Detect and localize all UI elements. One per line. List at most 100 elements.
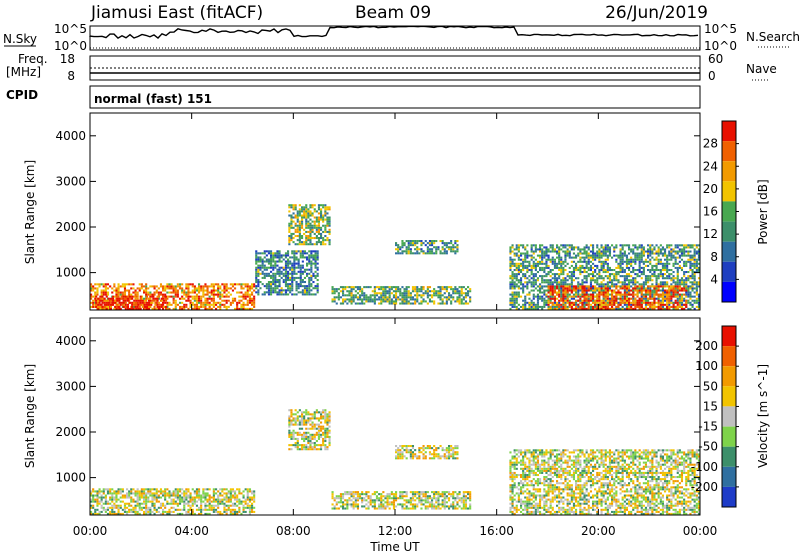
power-cell	[145, 303, 149, 306]
power-cell	[579, 289, 582, 292]
power-cell	[255, 281, 258, 284]
velocity-cell	[217, 504, 220, 507]
power-cell	[598, 297, 601, 300]
power-cell	[553, 291, 557, 294]
power-cell	[556, 252, 559, 255]
power-cell	[630, 281, 633, 284]
power-cell	[301, 270, 304, 273]
power-cell	[149, 299, 152, 302]
power-cell	[623, 299, 626, 302]
power-cell	[308, 260, 311, 263]
power-cell	[551, 307, 554, 310]
velocity-cell	[132, 488, 135, 491]
power-cell	[418, 290, 421, 293]
power-cell	[549, 287, 552, 290]
power-cell	[587, 273, 590, 276]
power-cell	[657, 269, 660, 272]
power-cell	[553, 305, 557, 308]
power-cell	[361, 290, 364, 293]
power-cell	[680, 254, 684, 257]
power-cell	[617, 307, 620, 310]
power-cell	[149, 293, 152, 296]
power-cell	[608, 273, 612, 276]
power-cell	[289, 266, 292, 269]
power-cell	[270, 274, 273, 277]
velocity-cell	[136, 504, 139, 507]
power-cell	[634, 303, 637, 306]
power-cell	[152, 307, 155, 310]
power-cell	[259, 281, 262, 284]
power-cell	[198, 305, 201, 308]
power-cell	[240, 285, 243, 288]
power-cell	[517, 262, 520, 265]
power-cell	[568, 285, 571, 288]
power-cell	[326, 218, 329, 221]
power-cell	[577, 291, 580, 294]
power-cell	[647, 254, 650, 257]
power-cell	[685, 283, 688, 286]
power-cell	[284, 270, 288, 273]
power-cell	[630, 260, 633, 263]
power-cell	[219, 287, 222, 290]
power-cell	[416, 286, 419, 289]
power-cell	[306, 285, 309, 288]
velocity-cell	[217, 510, 220, 513]
power-cell	[272, 268, 275, 271]
power-cell	[653, 289, 656, 292]
power-cell	[666, 283, 669, 286]
power-cell	[600, 266, 603, 269]
power-cell	[170, 303, 173, 306]
power-cell	[309, 212, 312, 215]
power-cell	[407, 294, 410, 297]
power-cell	[676, 297, 679, 300]
power-cell	[386, 296, 389, 299]
power-cell	[661, 303, 665, 306]
power-cell	[566, 289, 569, 292]
power-cell	[619, 252, 622, 255]
power-cell	[301, 206, 304, 209]
power-cell	[416, 292, 419, 295]
power-cell	[292, 232, 295, 235]
power-cell	[621, 281, 624, 284]
velocity-cell	[119, 492, 122, 495]
power-cell	[263, 264, 266, 267]
power-cell	[536, 303, 540, 306]
power-cell	[606, 248, 609, 251]
power-cell	[126, 305, 130, 308]
power-cell	[562, 303, 565, 306]
power-cell	[431, 294, 434, 297]
velocity-cell	[134, 500, 137, 503]
power-cell	[594, 285, 597, 288]
power-cell	[532, 295, 535, 298]
power-cell	[564, 295, 567, 298]
power-cell	[320, 204, 323, 207]
power-cell	[246, 293, 249, 296]
power-cell	[414, 242, 417, 245]
power-cell	[128, 283, 131, 286]
power-cell	[101, 307, 104, 310]
power-cell	[450, 300, 453, 303]
velocity-cell	[193, 496, 196, 499]
power-cell	[95, 301, 98, 304]
power-cell	[313, 210, 316, 213]
power-cell	[655, 301, 658, 304]
power-cell	[664, 297, 667, 300]
power-cell	[246, 301, 249, 304]
power-cell	[293, 270, 296, 273]
power-cell	[585, 293, 588, 296]
power-cell	[530, 254, 533, 257]
power-cell	[206, 297, 209, 300]
velocity-cell	[145, 496, 148, 499]
power-cell	[585, 275, 588, 278]
power-cell	[532, 262, 535, 265]
power-cell	[301, 254, 304, 257]
power-cell	[534, 248, 537, 251]
power-cell	[280, 287, 283, 290]
power-cell	[296, 239, 299, 242]
power-cell	[547, 279, 550, 282]
power-cell	[577, 281, 580, 284]
power-cell	[634, 305, 637, 308]
power-cell	[191, 289, 194, 292]
power-cell	[380, 302, 383, 305]
power-cell	[632, 260, 635, 263]
